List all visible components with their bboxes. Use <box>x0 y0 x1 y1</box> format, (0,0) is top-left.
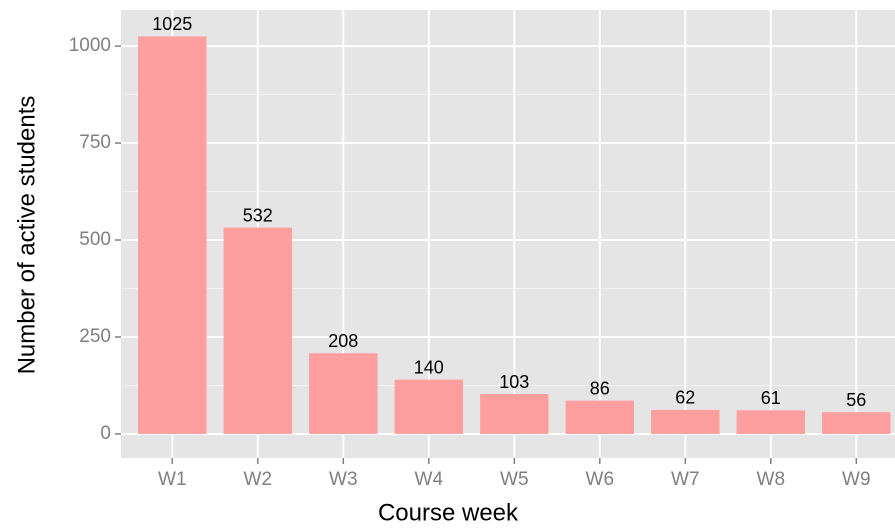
y-tick-label: 500 <box>79 229 111 250</box>
value-label: 532 <box>243 205 273 225</box>
x-axis-title: Course week <box>378 499 519 526</box>
x-tick-label: W3 <box>329 469 358 490</box>
bar <box>394 379 463 434</box>
value-label: 56 <box>846 390 866 410</box>
bar <box>736 410 805 434</box>
bar <box>565 400 634 434</box>
y-tick-label: 1000 <box>69 35 111 56</box>
x-tick-label: W8 <box>757 469 786 490</box>
bar <box>822 412 891 434</box>
y-axis-title: Number of active students <box>13 96 40 375</box>
x-tick-label: W4 <box>415 469 444 490</box>
value-label: 103 <box>499 372 529 392</box>
bar <box>480 394 549 434</box>
x-tick-label: W7 <box>671 469 700 490</box>
x-tick-label: W5 <box>500 469 529 490</box>
y-tick-label: 750 <box>79 132 111 153</box>
y-tick-label: 0 <box>100 423 111 444</box>
x-tick-label: W1 <box>158 469 187 490</box>
y-tick-label: 250 <box>79 326 111 347</box>
value-label: 208 <box>328 331 358 351</box>
x-tick-label: W9 <box>842 469 871 490</box>
x-tick-label: W6 <box>586 469 615 490</box>
value-label: 61 <box>761 388 781 408</box>
value-label: 1025 <box>152 14 192 34</box>
x-tick-label: W2 <box>244 469 273 490</box>
bar <box>309 353 378 434</box>
bar <box>651 409 720 434</box>
value-label: 140 <box>414 357 444 377</box>
bar <box>138 36 207 434</box>
value-label: 62 <box>675 388 695 408</box>
bar <box>223 227 292 434</box>
value-label: 86 <box>590 378 610 398</box>
